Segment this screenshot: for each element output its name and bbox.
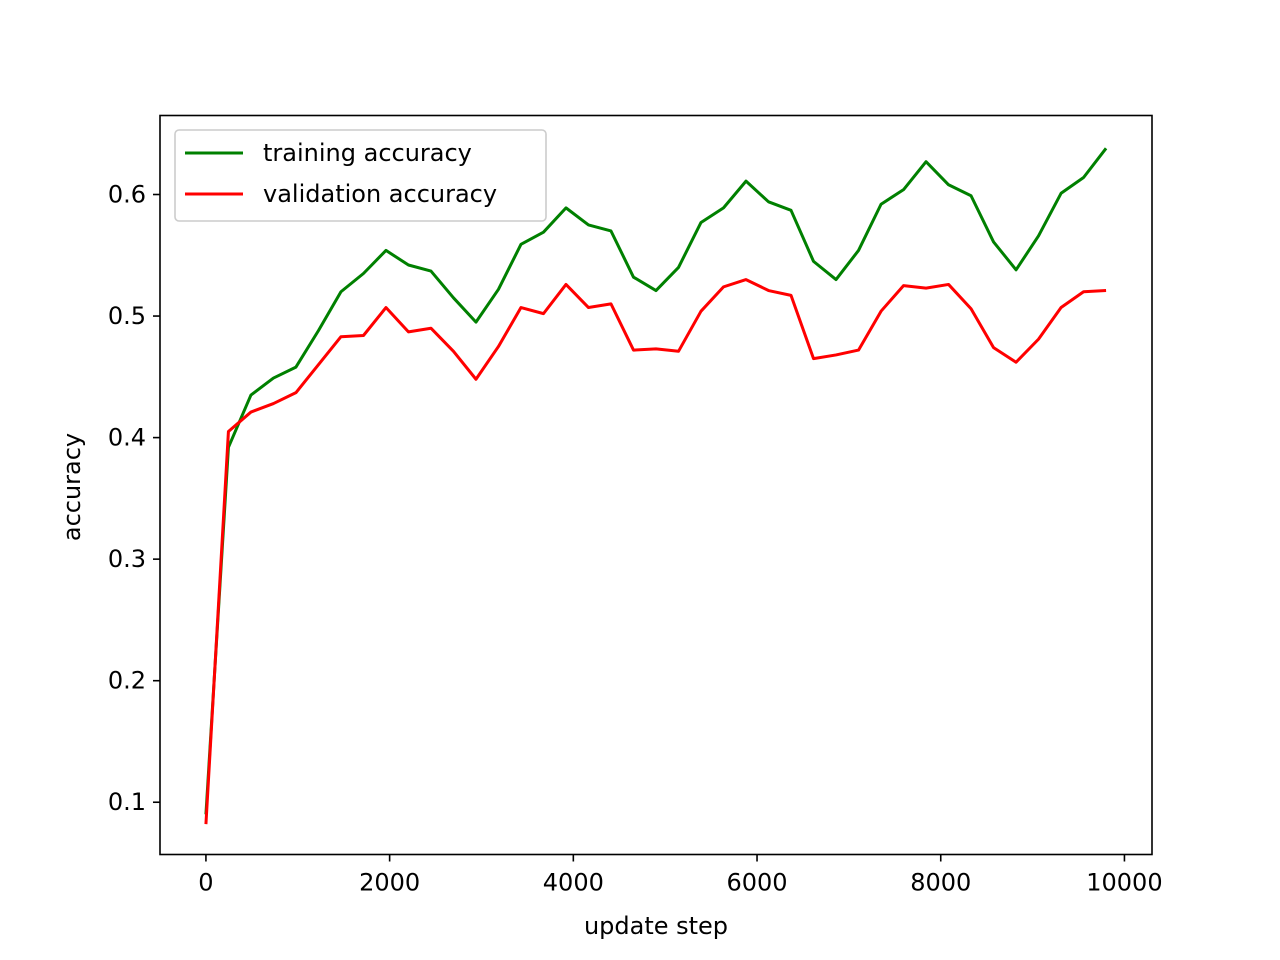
y-tick-label: 0.4 bbox=[108, 424, 146, 452]
series-line-training-accuracy bbox=[204, 147, 1108, 815]
plot-frame bbox=[159, 114, 1153, 856]
y-tick-label: 0.3 bbox=[108, 545, 146, 573]
x-tick-label: 2000 bbox=[359, 869, 420, 897]
x-tick-label: 0 bbox=[198, 869, 213, 897]
series-lines bbox=[204, 147, 1108, 825]
y-axis-label: accuracy bbox=[58, 433, 86, 541]
x-tick-label: 10000 bbox=[1086, 869, 1162, 897]
y-tick-label: 0.2 bbox=[108, 667, 146, 695]
x-tick-label: 8000 bbox=[910, 869, 971, 897]
y-tick-label: 0.5 bbox=[108, 302, 146, 330]
x-tick-label: 4000 bbox=[543, 869, 604, 897]
legend-label-training: training accuracy bbox=[263, 139, 472, 167]
x-axis-ticks: 0 2000 4000 6000 8000 10000 bbox=[198, 854, 1163, 897]
legend-label-validation: validation accuracy bbox=[263, 180, 497, 208]
y-tick-label: 0.6 bbox=[108, 181, 146, 209]
x-axis-label: update step bbox=[584, 912, 728, 940]
legend: training accuracy validation accuracy bbox=[174, 129, 547, 222]
legend-box bbox=[174, 129, 547, 222]
x-tick-label: 6000 bbox=[726, 869, 787, 897]
y-tick-label: 0.1 bbox=[108, 788, 146, 816]
y-axis-ticks: 0.1 0.2 0.3 0.4 0.5 0.6 bbox=[108, 181, 160, 816]
series-line-validation-accuracy bbox=[204, 278, 1107, 825]
